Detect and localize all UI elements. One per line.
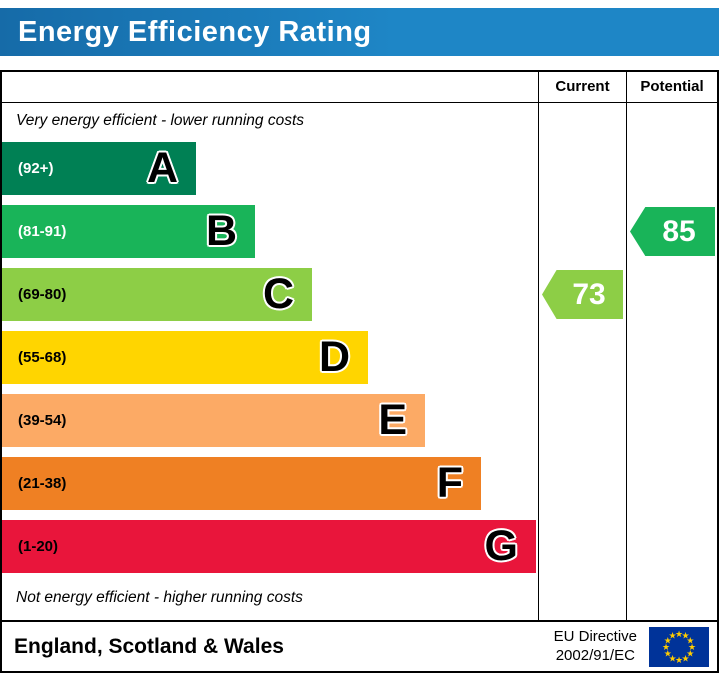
potential-rating-value: 85 bbox=[662, 214, 696, 248]
region-label: England, Scotland & Wales bbox=[14, 634, 284, 658]
star-icon: ★ bbox=[674, 654, 684, 665]
column-divider bbox=[538, 72, 539, 620]
pointer-potential: 85 bbox=[630, 207, 715, 256]
band-letter: D bbox=[318, 333, 350, 381]
header-underline bbox=[2, 102, 717, 103]
star-icon: ★ bbox=[668, 652, 677, 663]
star-icon: ★ bbox=[668, 630, 677, 641]
footer: England, Scotland & Wales EU Directive 2… bbox=[2, 620, 717, 671]
column-divider bbox=[626, 72, 627, 620]
column-header-potential: Potential bbox=[640, 78, 704, 95]
band-letter: G bbox=[484, 522, 518, 570]
star-icon: ★ bbox=[663, 648, 672, 658]
band-d: (55-68) D bbox=[2, 331, 368, 384]
band-g: (1-20) G bbox=[2, 520, 536, 573]
eu-flag-icon: ★ ★ ★ ★ ★ ★ ★ ★ ★ ★ ★ ★ bbox=[649, 626, 709, 667]
band-range-label: (21-38) bbox=[18, 475, 67, 492]
band-letter: C bbox=[262, 270, 294, 318]
band-range-label: (92+) bbox=[18, 160, 54, 177]
band-b: (81-91) B bbox=[2, 205, 255, 258]
pointer-current: 73 bbox=[542, 270, 623, 319]
star-icon: ★ bbox=[687, 641, 697, 652]
band-letter: B bbox=[205, 207, 237, 255]
title-bar: Energy Efficiency Rating bbox=[0, 8, 719, 56]
eu-directive-line1: EU Directive bbox=[553, 627, 637, 645]
epc-frame: Current Potential Very energy efficient … bbox=[0, 70, 719, 673]
band-a: (92+) A bbox=[2, 142, 196, 195]
band-letter: A bbox=[146, 144, 178, 192]
page-title: Energy Efficiency Rating bbox=[18, 16, 372, 48]
column-header-current: Current bbox=[555, 78, 610, 95]
footer-right: EU Directive 2002/91/EC ★ ★ ★ ★ ★ ★ ★ ★ … bbox=[554, 626, 709, 667]
star-icon: ★ bbox=[663, 635, 672, 645]
band-c: (69-80) C bbox=[2, 268, 312, 321]
star-icon: ★ bbox=[681, 630, 690, 641]
eu-directive-label: EU Directive 2002/91/EC bbox=[554, 628, 637, 666]
bottom-note: Not energy efficient - higher running co… bbox=[16, 589, 303, 606]
current-rating-value: 73 bbox=[572, 277, 606, 311]
band-range-label: (39-54) bbox=[18, 412, 67, 429]
band-f: (21-38) F bbox=[2, 457, 481, 510]
band-range-label: (55-68) bbox=[18, 349, 67, 366]
band-letter: E bbox=[378, 396, 407, 444]
band-e: (39-54) E bbox=[2, 394, 425, 447]
star-icon: ★ bbox=[686, 635, 695, 645]
band-range-label: (69-80) bbox=[18, 286, 67, 303]
star-icon: ★ bbox=[681, 652, 690, 663]
rating-chart: Current Potential Very energy efficient … bbox=[2, 72, 717, 620]
star-icon: ★ bbox=[661, 641, 671, 652]
top-note: Very energy efficient - lower running co… bbox=[16, 112, 305, 129]
band-range-label: (1-20) bbox=[18, 538, 59, 555]
band-range-label: (81-91) bbox=[18, 223, 67, 240]
star-icon: ★ bbox=[674, 628, 684, 639]
eu-directive-line2: 2002/91/EC bbox=[555, 646, 635, 664]
star-icon: ★ bbox=[686, 648, 695, 658]
band-letter: F bbox=[436, 459, 463, 507]
